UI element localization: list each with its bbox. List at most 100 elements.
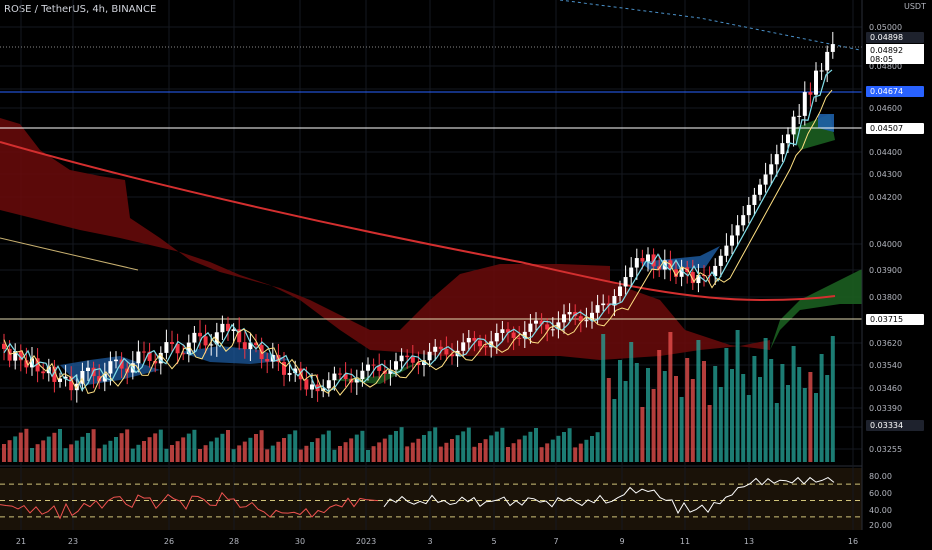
volume-bar [472, 446, 477, 462]
candle-body [7, 348, 12, 361]
volume-bar [282, 438, 286, 462]
volume-bar [270, 445, 275, 462]
volume-bar [293, 430, 298, 462]
candle-body [237, 329, 242, 343]
volume-bar [741, 374, 746, 462]
volume-bar [410, 442, 415, 462]
volume-bar [192, 429, 197, 462]
candle-body [550, 329, 555, 331]
volume-bar [545, 443, 550, 462]
price-tick-label: 0.03800 [869, 293, 902, 302]
ma-line-red [0, 141, 836, 302]
ma-line-yellow [3, 89, 833, 396]
candle-body [35, 358, 40, 372]
volume-bar [214, 437, 219, 462]
countdown-label: 08:05 [870, 55, 893, 64]
candle-body [450, 354, 454, 357]
candle-body [388, 369, 393, 374]
volume-bar [315, 438, 320, 462]
volume-bar [674, 376, 678, 462]
candle-body [142, 351, 146, 353]
time-tick-label: 21 [16, 537, 26, 546]
time-tick-label: 5 [491, 537, 496, 546]
candle-body [226, 323, 230, 332]
volume-bar [102, 444, 107, 462]
volume-bar [562, 432, 566, 462]
volume-bar [427, 431, 432, 462]
candle-body [366, 364, 370, 371]
ichimoku-cloud-bearish [0, 118, 770, 360]
volume-bar [461, 431, 466, 462]
volume-bar [181, 437, 186, 462]
time-tick-label: 3 [427, 537, 432, 546]
volume-bar [746, 395, 751, 462]
candle-body [522, 331, 527, 339]
volume-bar [30, 448, 34, 462]
candle-body [181, 353, 186, 355]
volume-bar [584, 439, 589, 462]
candle-body [814, 70, 818, 95]
candle-body [690, 272, 695, 284]
candle-body [539, 320, 544, 325]
volume-bar [657, 350, 662, 462]
volume-bar [203, 445, 208, 462]
volume-bar [321, 434, 326, 462]
volume-bar [752, 356, 757, 462]
candle-body [640, 258, 645, 262]
volume-bar [797, 367, 802, 462]
trendline-dashed [559, 0, 891, 57]
level-tag: 0.04507 [870, 124, 903, 133]
volume-bar [130, 448, 135, 462]
price-tick-label: 0.03620 [869, 339, 902, 348]
candle-body [534, 320, 538, 324]
candle-body [394, 361, 398, 370]
volume-bar [646, 368, 650, 462]
volume-bar [343, 442, 348, 462]
time-axis-panel [0, 530, 932, 550]
volume-bar [399, 427, 404, 462]
volume-bar [46, 436, 51, 462]
volume-bar [388, 434, 393, 462]
candle-body [830, 44, 835, 52]
volume-bar [629, 342, 634, 462]
candle-body [41, 371, 46, 374]
volume-bar [153, 433, 158, 462]
candle-body [511, 332, 516, 338]
volume-bar [466, 427, 471, 462]
candle-body [209, 344, 214, 346]
candle-body [466, 337, 471, 343]
candle-body [231, 329, 236, 332]
candle-body [724, 245, 729, 256]
volume-bar [394, 431, 398, 462]
price-tick-label: 0.04400 [869, 148, 902, 157]
cloud-segment-blue [180, 346, 290, 364]
volume-bar [478, 443, 482, 462]
candle-body [427, 351, 432, 361]
level-tag: 0.03715 [870, 315, 903, 324]
volume-bar [164, 448, 169, 462]
candle-body [612, 296, 617, 306]
candle-body [646, 254, 650, 262]
volume-bar [550, 439, 555, 462]
time-tick-label: 26 [164, 537, 174, 546]
candle-body [360, 370, 365, 380]
volume-bar [567, 428, 572, 462]
candle-body [500, 329, 505, 333]
candle-body [808, 92, 813, 95]
volume-bar [338, 446, 342, 462]
volume-bar [578, 443, 583, 462]
volume-bar [13, 436, 18, 462]
candle-body [769, 164, 774, 175]
candle-body [24, 360, 29, 368]
volume-bar [612, 399, 617, 462]
oscillator-tick-label: 60.00 [869, 489, 892, 498]
candle-body [164, 342, 169, 353]
volume-bar [556, 435, 561, 462]
volume-bar [590, 436, 594, 462]
candle-body [741, 215, 746, 226]
volume-bar [640, 407, 645, 462]
price-tick-label: 0.04000 [869, 240, 902, 249]
candle-body [674, 269, 678, 277]
volume-bar [450, 439, 454, 462]
